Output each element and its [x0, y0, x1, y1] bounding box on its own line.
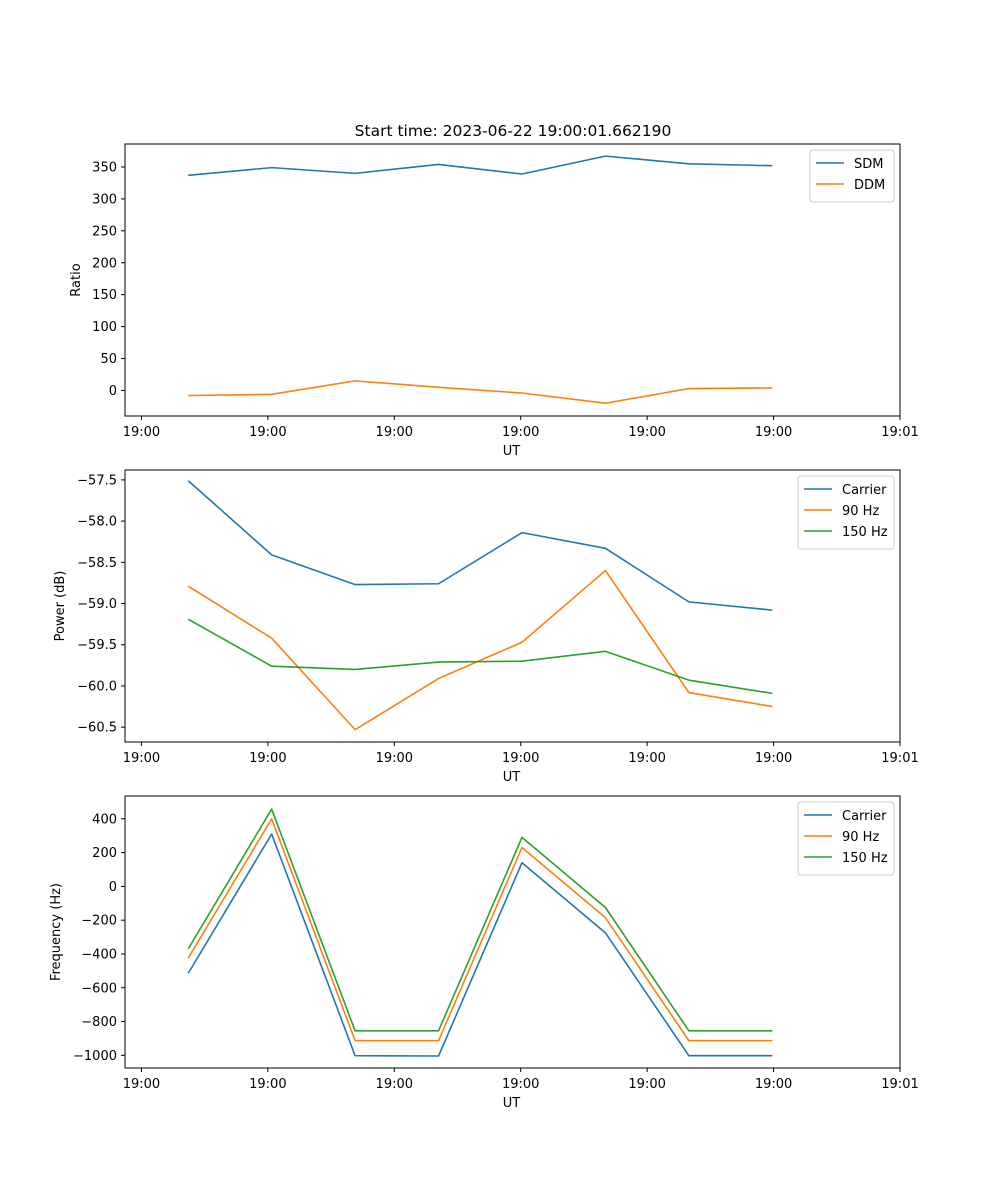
chart3-x-tick-label: 19:00: [376, 1077, 413, 1092]
chart3-legend: Carrier 90 Hz 150 Hz: [797, 801, 895, 876]
figure-title: Start time: 2023-06-22 19:00:01.662190: [355, 122, 672, 140]
chart2-series-carrier-line: [187, 480, 773, 611]
chart2-legend-entry: 150 Hz: [842, 525, 888, 540]
chart3-x-tick-label: 19:00: [628, 1077, 665, 1092]
chart1-axes-frame: [124, 143, 901, 417]
chart3-legend-entry: 150 Hz: [842, 851, 888, 866]
chart1-y-tick-label: 100: [92, 320, 117, 335]
chart3-series-150-hz-line: [187, 808, 773, 1032]
chart1-legend: SDM DDM: [809, 149, 895, 203]
chart1-x-tick-label: 19:00: [628, 425, 665, 440]
chart1-series-sdm-line: [188, 155, 773, 177]
chart3-y-tick-label: −600: [81, 981, 117, 996]
chart2-y-axis-label: Power (dB): [53, 571, 68, 642]
chart1-x-tick-label: 19:00: [249, 425, 286, 440]
chart2-y-tick-label: −59.5: [77, 638, 117, 653]
chart2-x-tick-label: 19:00: [755, 751, 792, 766]
chart1-y-tick-label: 300: [92, 192, 117, 207]
chart1-legend-entry: SDM: [854, 157, 883, 172]
chart3-y-tick-label: 400: [92, 812, 117, 827]
chart3-axes-frame: [124, 795, 901, 1069]
chart1-y-tick-label: 50: [100, 352, 117, 367]
chart1-y-tick-label: 250: [92, 224, 117, 239]
chart2-x-tick-label: 19:00: [249, 751, 286, 766]
chart1-panel: 19:00 19:00 19:00 19:00 19:00 19:00 19:01 0 50 10…: [69, 143, 919, 459]
chart3-series-90-hz-line: [187, 818, 773, 1042]
chart2-x-tick-label: 19:01: [881, 751, 918, 766]
chart1-x-axis-label: UT: [503, 444, 521, 459]
chart2-y-tick-label: −57.5: [77, 473, 117, 488]
chart2-x-axis-label: UT: [503, 770, 521, 785]
chart1-y-axis-label: Ratio: [69, 263, 84, 296]
chart3-y-tick-label: 0: [109, 880, 117, 895]
chart3-x-axis-label: UT: [503, 1096, 521, 1111]
chart3-x-tick-label: 19:00: [123, 1077, 160, 1092]
chart1-series-ddm-line: [188, 380, 773, 405]
chart2-x-tick-label: 19:00: [502, 751, 539, 766]
chart2-x-tick-label: 19:00: [123, 751, 160, 766]
chart3-y-tick-label: −200: [81, 914, 117, 929]
chart3-legend-entry: Carrier: [842, 809, 887, 824]
chart2-x-tick-label: 19:00: [628, 751, 665, 766]
chart2-series-150-hz-line: [187, 618, 773, 695]
chart2-y-tick-label: −60.5: [77, 721, 117, 736]
chart2-panel: 19:00 19:00 19:00 19:00 19:00 19:00 19:01 −60.5…: [53, 469, 919, 785]
chart3-legend-entry: 90 Hz: [842, 830, 879, 845]
chart1-y-tick-label: 0: [109, 384, 117, 399]
chart3-panel: 19:00 19:00 19:00 19:00 19:00 19:00 19:01 −1000…: [49, 795, 919, 1111]
chart1-y-tick-label: 200: [92, 256, 117, 271]
chart2-y-tick-label: −60.0: [77, 679, 117, 694]
chart3-x-tick-label: 19:00: [502, 1077, 539, 1092]
chart1-x-tick-label: 19:00: [502, 425, 539, 440]
chart3-x-tick-label: 19:00: [755, 1077, 792, 1092]
chart2-x-tick-label: 19:00: [376, 751, 413, 766]
chart3-x-tick-label: 19:00: [249, 1077, 286, 1092]
chart3-x-tick-label: 19:01: [881, 1077, 918, 1092]
chart2-legend-entry: Carrier: [842, 483, 887, 498]
chart1-x-tick-label: 19:01: [881, 425, 918, 440]
chart1-x-tick-label: 19:00: [376, 425, 413, 440]
chart2-series-90-hz-line: [187, 569, 773, 731]
chart3-y-tick-label: 200: [92, 846, 117, 861]
chart2-legend: Carrier 90 Hz 150 Hz: [797, 475, 895, 550]
chart1-y-tick-label: 350: [92, 160, 117, 175]
chart3-series-carrier-line: [187, 833, 773, 1057]
chart3-y-tick-label: −800: [81, 1015, 117, 1030]
chart2-legend-entry: 90 Hz: [842, 504, 879, 519]
chart2-y-tick-label: −58.0: [77, 515, 117, 530]
chart2-y-tick-label: −59.0: [77, 597, 117, 612]
chart3-y-axis-label: Frequency (Hz): [49, 883, 64, 981]
chart2-y-tick-label: −58.5: [77, 556, 117, 571]
chart3-y-tick-label: −400: [81, 947, 117, 962]
chart1-x-tick-label: 19:00: [123, 425, 160, 440]
charts-group: 19:00 19:00 19:00 19:00 19:00 19:00 19:01 0 50 10…: [49, 143, 919, 1111]
chart1-y-tick-label: 150: [92, 288, 117, 303]
chart2-axes-frame: [124, 469, 901, 743]
chart1-x-tick-label: 19:00: [755, 425, 792, 440]
chart1-legend-entry: DDM: [854, 178, 885, 193]
chart3-y-tick-label: −1000: [73, 1049, 117, 1064]
